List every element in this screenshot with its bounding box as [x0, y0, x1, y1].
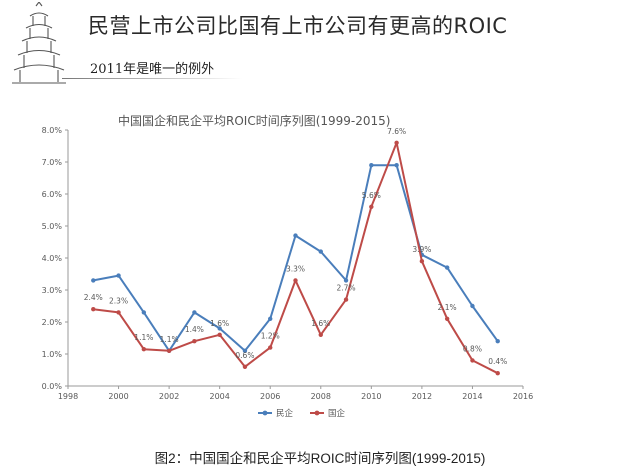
data-label: 2.4% — [84, 293, 103, 302]
x-tick-label: 2010 — [361, 392, 381, 401]
data-label: 1.6% — [311, 319, 330, 328]
data-point — [192, 310, 197, 315]
legend-label: 民企 — [276, 408, 294, 419]
x-tick-label: 2004 — [209, 392, 229, 401]
data-label: 1.1% — [160, 335, 179, 344]
data-point — [419, 259, 425, 264]
data-point — [217, 332, 222, 337]
data-point — [318, 249, 323, 254]
data-label: 0.8% — [463, 344, 482, 353]
x-tick-label: 2008 — [311, 392, 331, 401]
data-point — [343, 297, 349, 302]
legend-label: 国企 — [328, 408, 346, 419]
slide-title: 民营上市公司比国有上市公司有更高的ROIC — [88, 14, 508, 38]
data-point — [116, 310, 121, 315]
data-point — [293, 278, 298, 283]
data-point — [242, 348, 248, 353]
data-label: 7.6% — [387, 127, 406, 136]
y-tick-label: 8.0% — [42, 126, 63, 135]
data-label: 5.6% — [362, 191, 381, 200]
slide-subtitle: 2011年是唯一的例外 — [90, 62, 215, 77]
x-tick-label: 1998 — [58, 392, 78, 401]
pagoda-logo — [12, 2, 66, 84]
y-tick-label: 6.0% — [42, 190, 63, 199]
data-point — [217, 326, 222, 331]
data-label: 1.1% — [134, 333, 153, 342]
data-point — [470, 303, 475, 309]
data-point — [192, 339, 197, 344]
data-point — [495, 339, 500, 344]
data-label: 0.6% — [235, 351, 254, 360]
data-point — [444, 316, 450, 321]
legend-swatch-marker — [262, 410, 268, 416]
data-label: 1.6% — [210, 319, 229, 328]
x-tick-label: 2000 — [108, 392, 128, 401]
data-label: 2.3% — [109, 296, 128, 305]
data-point — [394, 140, 399, 145]
y-tick-label: 7.0% — [42, 158, 63, 167]
data-label: 1.2% — [261, 332, 280, 341]
data-point — [268, 345, 273, 350]
roic-line-chart: 中国国企和民企平均ROIC时间序列图(1999-2015) 0.0% 1.0% 2.0… — [42, 113, 534, 419]
data-point — [91, 307, 96, 312]
data-point — [293, 233, 298, 238]
series-line-minqi — [93, 164, 499, 352]
x-tick-label: 2012 — [412, 392, 432, 401]
y-tick-label: 1.0% — [42, 350, 63, 359]
x-tick-label: 2002 — [159, 392, 179, 401]
data-point — [91, 278, 96, 283]
data-point — [394, 163, 399, 168]
legend-swatch-marker — [314, 410, 320, 416]
series-line-guoqi — [93, 141, 499, 375]
data-point — [369, 204, 374, 209]
y-tick-label: 5.0% — [42, 222, 63, 231]
data-point — [444, 265, 450, 270]
data-label: 3.9% — [412, 245, 431, 254]
data-label: 0.4% — [488, 357, 507, 366]
data-point — [166, 348, 172, 353]
data-point — [116, 273, 121, 278]
data-point — [369, 163, 374, 168]
data-point — [495, 371, 500, 376]
data-point — [343, 278, 349, 283]
data-label: 2.1% — [438, 303, 457, 312]
data-label: 2.7% — [337, 284, 356, 293]
chart-title: 中国国企和民企平均ROIC时间序列图(1999-2015) — [118, 113, 390, 128]
x-tick-label: 2006 — [260, 392, 280, 401]
data-label: 1.4% — [185, 325, 204, 334]
data-point — [470, 358, 475, 363]
figure-caption: 图2：中国国企和民企平均ROIC时间序列图(1999-2015) — [154, 451, 486, 466]
data-point — [318, 332, 323, 337]
data-point — [268, 316, 273, 321]
data-point — [141, 310, 147, 315]
y-tick-label: 4.0% — [42, 254, 63, 263]
y-tick-label: 0.0% — [42, 382, 63, 391]
y-tick-label: 2.0% — [42, 318, 63, 327]
y-tick-label: 3.0% — [42, 286, 63, 295]
data-label: 3.3% — [286, 264, 305, 273]
subtitle-underline — [62, 78, 242, 79]
x-tick-label: 2014 — [462, 392, 482, 401]
data-point — [242, 364, 248, 369]
data-point — [141, 347, 147, 352]
x-tick-label: 2016 — [513, 392, 533, 401]
